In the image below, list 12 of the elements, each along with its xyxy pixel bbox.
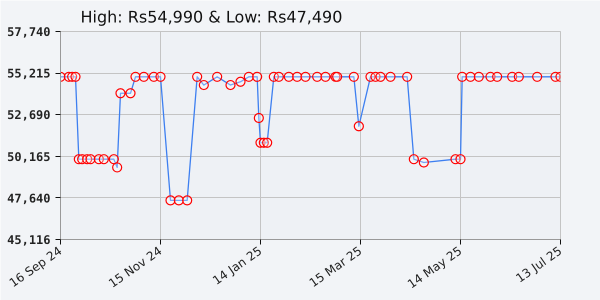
y-tick-label: 45,116 [7,233,51,247]
y-tick-label: 57,740 [7,25,51,39]
y-tick-label: 47,640 [7,191,51,206]
chart-title: High: Rs54,990 & Low: Rs47,490 [80,8,342,26]
x-tick-label: 15 Nov 24 [106,244,165,291]
x-tick-label: 13 Jul 25 [513,244,565,286]
y-tick-label: 50,165 [7,150,51,164]
y-tick-label: 52,690 [7,108,51,122]
x-tick-label: 14 Jan 25 [210,244,265,288]
x-tick-label: 14 May 25 [404,244,465,292]
x-tick-label: 15 Mar 25 [306,244,365,290]
y-tick-label: 55,215 [7,66,51,81]
